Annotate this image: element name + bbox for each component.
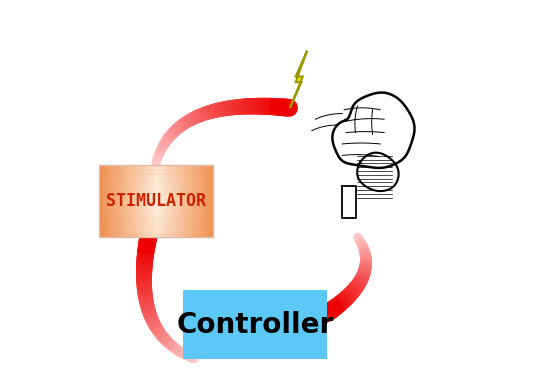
Polygon shape — [290, 51, 307, 108]
Bar — [183, 290, 327, 359]
Bar — [127, 165, 130, 237]
Bar — [112, 165, 114, 237]
Bar — [99, 198, 213, 201]
Bar — [183, 165, 185, 237]
Bar — [99, 196, 213, 199]
Bar — [99, 213, 213, 216]
Polygon shape — [342, 186, 355, 218]
Bar — [99, 186, 213, 189]
Bar — [148, 165, 151, 237]
Bar — [99, 208, 213, 211]
Bar — [135, 165, 137, 237]
Bar — [101, 165, 103, 237]
Bar — [196, 165, 198, 237]
Bar — [99, 165, 213, 167]
Bar — [161, 165, 164, 237]
Bar — [99, 205, 213, 208]
Bar — [173, 165, 176, 237]
Bar — [167, 165, 170, 237]
Bar — [99, 179, 213, 182]
Bar — [139, 165, 141, 237]
Bar — [99, 193, 213, 196]
Bar — [122, 165, 124, 237]
Bar — [188, 165, 191, 237]
Bar — [179, 165, 181, 237]
Bar — [181, 165, 183, 237]
Bar — [99, 222, 213, 225]
Bar — [175, 165, 177, 237]
Bar — [99, 227, 213, 230]
Bar — [156, 165, 158, 237]
Bar — [200, 165, 202, 237]
Bar — [133, 165, 136, 237]
Bar — [99, 172, 213, 175]
Bar — [99, 210, 213, 213]
Polygon shape — [332, 93, 415, 168]
Bar — [185, 165, 187, 237]
Bar — [154, 165, 156, 237]
Bar — [99, 234, 213, 237]
Bar — [99, 203, 213, 206]
Bar — [145, 165, 147, 237]
Bar — [99, 220, 213, 223]
Bar — [99, 167, 213, 170]
Bar — [186, 165, 188, 237]
Bar — [114, 165, 117, 237]
Bar — [99, 188, 213, 192]
Bar — [207, 165, 210, 237]
Bar — [198, 165, 200, 237]
Polygon shape — [357, 153, 399, 191]
Bar — [109, 165, 111, 237]
Bar — [171, 165, 173, 237]
Bar — [99, 225, 213, 228]
Text: Controller: Controller — [176, 311, 333, 339]
Bar — [99, 191, 213, 194]
Bar — [125, 165, 128, 237]
Bar — [160, 165, 162, 237]
Bar — [146, 165, 148, 237]
Bar — [143, 165, 145, 237]
Bar — [211, 165, 213, 237]
Bar — [99, 182, 213, 184]
Bar — [99, 218, 213, 220]
Bar — [103, 165, 105, 237]
Bar — [99, 174, 213, 177]
Bar — [152, 165, 154, 237]
Text: STIMULATOR: STIMULATOR — [106, 192, 206, 210]
Bar — [99, 229, 213, 232]
Bar — [165, 165, 168, 237]
Bar — [124, 165, 126, 237]
Bar — [204, 165, 206, 237]
Bar — [194, 165, 196, 237]
Bar — [105, 165, 107, 237]
Bar — [106, 165, 109, 237]
Bar — [169, 165, 172, 237]
Bar — [192, 165, 194, 237]
Bar — [164, 165, 166, 237]
Bar — [177, 165, 179, 237]
Bar — [190, 165, 192, 237]
Bar — [120, 165, 122, 237]
Bar — [99, 232, 213, 235]
Bar — [209, 165, 212, 237]
Bar — [99, 201, 213, 203]
Bar — [137, 165, 139, 237]
Bar — [131, 165, 133, 237]
Bar — [129, 165, 132, 237]
Bar — [99, 177, 213, 179]
Bar — [99, 169, 213, 172]
Bar — [99, 184, 213, 187]
Bar — [110, 165, 112, 237]
Bar — [99, 165, 101, 237]
Bar — [205, 165, 208, 237]
Bar — [118, 165, 120, 237]
Bar — [201, 165, 204, 237]
Bar — [99, 215, 213, 218]
Bar — [141, 165, 143, 237]
Bar — [116, 165, 118, 237]
Bar — [150, 165, 152, 237]
Bar — [158, 165, 160, 237]
Bar — [99, 165, 213, 237]
